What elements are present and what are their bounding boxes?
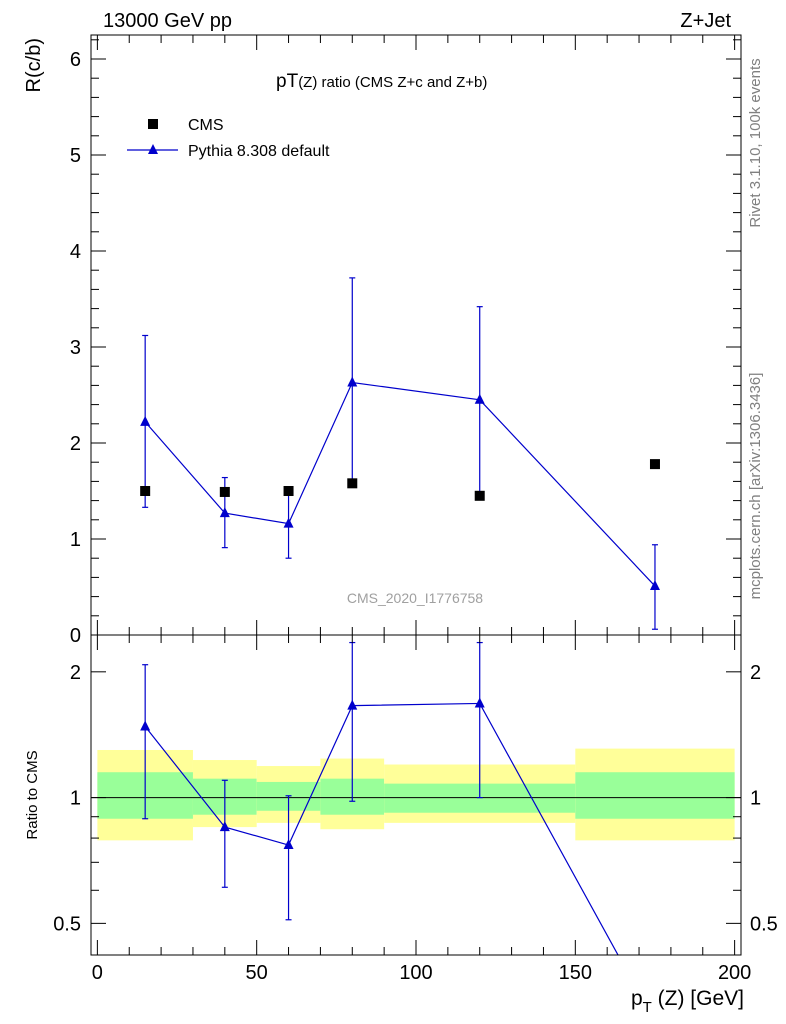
pythia-point <box>283 517 294 528</box>
ratio-plot-panel: 0.5 0.5 1 1 2 2 0 50 100 150 200 Ratio to CMS pT … <box>24 634 778 1016</box>
ratio-x-axis: 0 50 100 150 200 <box>92 635 751 984</box>
ratio-line <box>144 702 619 955</box>
cms-point <box>140 486 151 496</box>
legend-cms-marker <box>148 119 158 129</box>
pythia-point <box>219 507 230 518</box>
cms-point <box>649 459 660 470</box>
legend: CMS Pythia 8.308 default <box>127 117 330 160</box>
x-tick-label: 0 <box>92 962 103 984</box>
main-y-tick-label: 3 <box>70 337 81 359</box>
x-tick-label: 50 <box>246 962 268 984</box>
x-axis-label-rest: (Z) [GeV] <box>652 987 744 1010</box>
ratio-y-tick-label: 1 <box>70 788 81 810</box>
x-axis-label-sub: T <box>643 999 652 1016</box>
ratio-data-marks <box>140 641 619 955</box>
cms-point <box>347 478 358 489</box>
ratio-point <box>219 821 230 832</box>
x-axis-label: pT (Z) [GeV] <box>631 987 744 1016</box>
x-axis-label-p: p <box>631 987 643 1010</box>
ratio-y-tick-label: 2 <box>70 662 81 684</box>
main-title: pT(Z) ratio (CMS Z+c and Z+b) <box>276 71 487 92</box>
ratio-y-axis-label: Ratio to CMS <box>24 750 41 839</box>
main-y-tick-label: 2 <box>70 433 81 455</box>
ratio-point <box>283 839 294 850</box>
ratio-series <box>140 641 619 955</box>
cms-point <box>474 490 485 501</box>
main-y-tick-label: 0 <box>70 625 81 647</box>
cms-point <box>283 486 294 496</box>
band-green <box>575 772 735 819</box>
main-title-rest: ratio (CMS Z+c and Z+b) <box>317 74 487 91</box>
main-y-tick-label: 6 <box>70 49 81 71</box>
legend-cms-label: CMS <box>188 117 224 134</box>
ratio-point <box>347 699 358 710</box>
pythia-point <box>474 393 485 404</box>
process-label: Z+Jet <box>680 10 731 32</box>
main-y-tick-label: 1 <box>70 529 81 551</box>
legend-pythia-marker <box>148 144 158 154</box>
main-plot-panel: 0 1 2 3 4 5 6 R(c/b) pT(Z) ratio (CMS Z+c and … <box>23 34 742 647</box>
main-y-tick-label: 5 <box>70 145 81 167</box>
legend-pythia-label: Pythia 8.308 default <box>188 143 330 160</box>
ratio-y-tick-label-right: 1 <box>750 788 761 810</box>
rivet-version-label: Rivet 3.1.10, 100k events <box>747 58 764 227</box>
ratio-y-tick-label-right: 0.5 <box>750 913 778 935</box>
x-tick-label: 100 <box>399 962 432 984</box>
ratio-point <box>140 720 151 731</box>
x-tick-label: 150 <box>559 962 592 984</box>
pythia-line <box>144 381 656 587</box>
pythia-point <box>140 415 151 426</box>
x-tick-label: 200 <box>718 962 751 984</box>
ratio-y-axis: 0.5 0.5 1 1 2 2 <box>53 662 778 936</box>
main-y-axis: 0 1 2 3 4 5 6 <box>70 39 741 647</box>
main-title-sub: (Z) <box>298 74 317 91</box>
main-y-axis-label: R(c/b) <box>23 38 45 92</box>
ratio-y-tick-label: 0.5 <box>53 913 81 935</box>
main-x-ticks <box>96 35 736 635</box>
cms-point <box>219 486 230 497</box>
ratio-point <box>474 697 485 708</box>
main-data-marks <box>140 277 660 630</box>
main-title-pt: pT <box>276 71 299 92</box>
ratio-uncertainty-bands <box>97 748 735 841</box>
pythia-point <box>347 376 358 387</box>
ratio-y-tick-label-right: 2 <box>750 662 761 684</box>
main-y-tick-label: 4 <box>70 241 81 263</box>
analysis-id-label: CMS_2020_I1776758 <box>347 590 483 606</box>
pythia-point <box>649 580 660 591</box>
mcplots-label: mcplots.cern.ch [arXiv:1306.3436] <box>747 373 764 600</box>
energy-label: 13000 GeV pp <box>103 10 232 32</box>
